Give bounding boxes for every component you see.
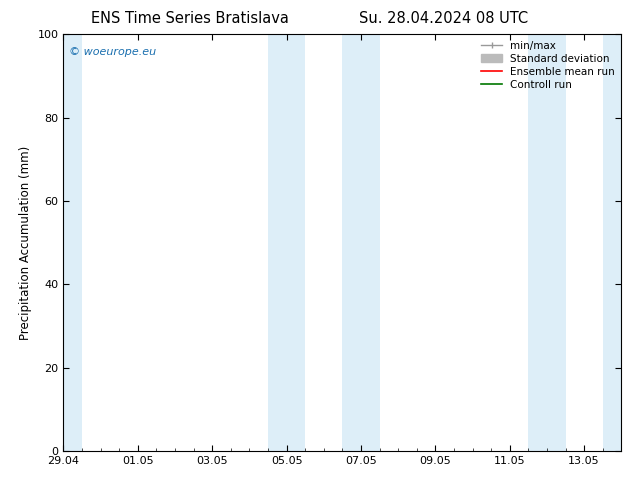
Bar	[268, 34, 305, 451]
Legend: min/max, Standard deviation, Ensemble mean run, Controll run: min/max, Standard deviation, Ensemble me…	[477, 36, 619, 94]
Text: Su. 28.04.2024 08 UTC: Su. 28.04.2024 08 UTC	[359, 11, 528, 26]
Bar	[342, 34, 380, 451]
Y-axis label: Precipitation Accumulation (mm): Precipitation Accumulation (mm)	[19, 146, 32, 340]
Bar	[528, 34, 566, 451]
Text: © woeurope.eu: © woeurope.eu	[69, 47, 156, 57]
Text: ENS Time Series Bratislava: ENS Time Series Bratislava	[91, 11, 289, 26]
Bar	[603, 34, 634, 451]
Bar	[63, 34, 82, 451]
